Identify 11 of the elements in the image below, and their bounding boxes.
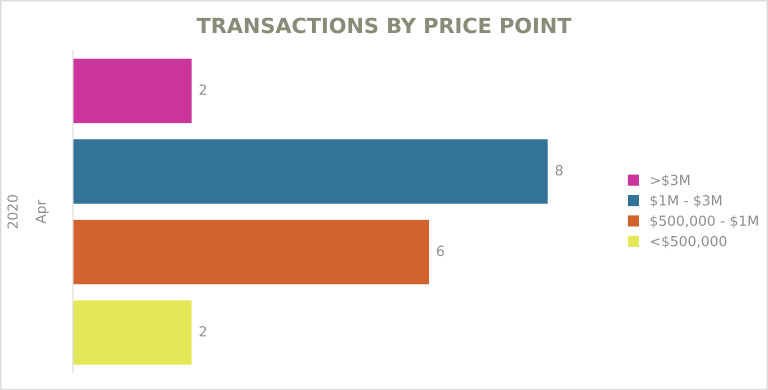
data-label: 2 — [200, 326, 206, 336]
data-label: 2 — [200, 84, 206, 95]
data-label: 8 — [556, 165, 563, 176]
legend-label: >$3M — [650, 174, 690, 188]
y-axis-title: Apr — [36, 200, 49, 224]
legend-label: <$500,000 — [650, 236, 726, 248]
chart-title: TRANSACTIONS BY PRICE POINT — [196, 18, 572, 34]
legend-label: $500,000 - $1M — [650, 215, 758, 228]
legend-label: $1M - $3M — [650, 194, 722, 208]
data-label: 6 — [436, 246, 444, 256]
text: 2020 — [7, 195, 18, 228]
